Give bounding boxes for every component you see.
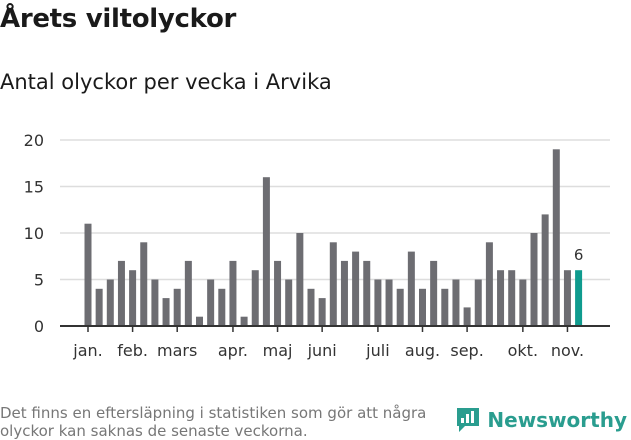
bar-week-23 [329, 242, 337, 326]
bar-week-29 [396, 288, 404, 326]
brand-name: Newsworthy [487, 408, 627, 432]
footnote: Det finns en eftersläpning i statistiken… [0, 404, 427, 440]
bar-week-42 [541, 214, 549, 326]
bar-week-1 [84, 223, 92, 326]
bar-week-30 [407, 251, 415, 326]
bar-week-9 [173, 288, 181, 326]
bar-week-36 [474, 279, 482, 326]
bar-latest-week [575, 270, 583, 326]
x-tick-label: sep. [450, 341, 483, 360]
bar-week-43 [552, 149, 560, 326]
y-tick-label: 15 [24, 178, 44, 197]
x-tick-label: jan. [72, 341, 102, 360]
bar-week-15 [240, 316, 248, 326]
bar-week-12 [207, 279, 215, 326]
y-tick-label: 20 [24, 131, 44, 150]
bar-week-5 [129, 270, 137, 326]
bar-week-6 [140, 242, 148, 326]
bar-week-40 [519, 279, 527, 326]
bar-week-4 [117, 260, 125, 326]
x-tick-label: juni [307, 341, 337, 360]
bar-week-28 [385, 279, 393, 326]
bar-week-20 [296, 233, 304, 326]
bar-week-19 [285, 279, 293, 326]
bar-chart: 0 5 10 15 20 6 jan. feb. mars apr. maj juni juli au… [24, 131, 610, 360]
bar-week-24 [340, 260, 348, 326]
x-axis-ticks: jan. feb. mars apr. maj juni juli aug. sep. okt. n… [72, 326, 584, 360]
bar-week-39 [508, 270, 516, 326]
bar-week-16 [251, 270, 259, 326]
bar-week-25 [352, 251, 360, 326]
bar-week-14 [229, 260, 237, 326]
bar-week-10 [184, 260, 192, 326]
bar-week-11 [196, 316, 203, 326]
x-tick-label: okt. [508, 341, 538, 360]
x-tick-label: feb. [117, 341, 148, 360]
bar-week-31 [419, 288, 426, 326]
x-tick-label: juli [365, 341, 389, 360]
x-tick-label: maj [263, 341, 293, 360]
bar-week-21 [307, 288, 315, 326]
bar-week-32 [430, 260, 438, 326]
bar-week-26 [363, 260, 371, 326]
x-tick-label: aug. [405, 341, 440, 360]
newsworthy-icon [457, 408, 480, 432]
bar-week-41 [530, 233, 538, 326]
y-tick-label: 0 [34, 317, 44, 336]
bar-week-22 [318, 298, 326, 326]
y-tick-label: 5 [34, 271, 44, 290]
brand-logo[interactable]: Newsworthy [455, 406, 627, 434]
chart-subtitle: Antal olyckor per vecka i Arvika [0, 70, 332, 94]
chart-title: Årets viltolyckor [0, 4, 237, 34]
bar-week-38 [497, 270, 505, 326]
bar-week-13 [218, 288, 226, 326]
bar-week-37 [485, 242, 493, 326]
x-tick-label: mars [157, 341, 197, 360]
latest-value-label: 6 [574, 246, 584, 264]
bar-week-8 [162, 298, 170, 326]
x-tick-label: apr. [218, 341, 248, 360]
bar-week-2 [95, 288, 103, 326]
x-tick-label: nov. [551, 341, 584, 360]
y-axis-ticks: 0 5 10 15 20 [24, 131, 44, 336]
bar-week-3 [106, 279, 114, 326]
bar-week-27 [374, 279, 382, 326]
bar-week-7 [151, 279, 159, 326]
bar-week-44 [563, 270, 571, 326]
bar-week-35 [463, 307, 471, 326]
bar-week-33 [441, 288, 449, 326]
bar-week-34 [452, 279, 460, 326]
bar-week-18 [274, 260, 282, 326]
bar-week-17 [262, 177, 270, 326]
y-tick-label: 10 [24, 224, 44, 243]
bars: 6 [84, 149, 584, 326]
